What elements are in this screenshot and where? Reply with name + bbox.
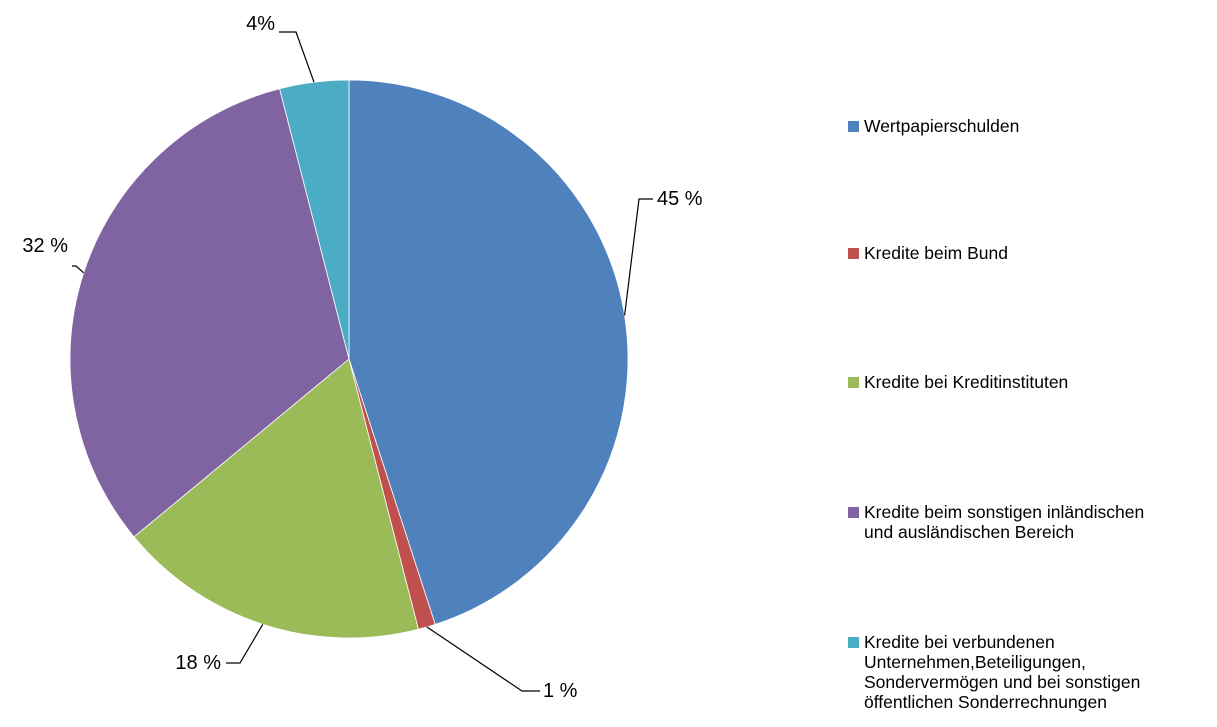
pie-chart: 45 % 1 % 18 % 32 % 4% <box>22 13 702 702</box>
leader-line-kredite-beim-sonstigen-inl-ndischen-und- <box>72 265 85 274</box>
legend-item-kredite-bei-kreditinstituten: Kredite bei Kreditinstituten <box>848 372 1217 392</box>
legend-label-kredite-beim-bund: Kredite beim Bund <box>864 243 1008 263</box>
legend: Wertpapierschulden Kredite beim Bund Kre… <box>848 0 1217 727</box>
data-label-wertpapierschulden: 45 % <box>657 188 703 210</box>
legend-swatch-kredite-bei-kreditinstituten <box>848 377 859 388</box>
legend-swatch-kredite-sonstiger-bereich <box>848 507 859 518</box>
legend-item-wertpapierschulden: Wertpapierschulden <box>848 116 1217 136</box>
pie-slice-kredite-bei-verbundenen-unternehmen-bete <box>279 79 350 360</box>
data-label-kredite-bei-verbundenen-unternehmen-bete: 4% <box>246 13 275 35</box>
data-label-kredite-beim-bund: 1 % <box>543 680 578 702</box>
legend-swatch-wertpapierschulden <box>848 121 859 132</box>
legend-swatch-kredite-beim-bund <box>848 248 859 259</box>
legend-item-kredite-beim-bund: Kredite beim Bund <box>848 243 1217 263</box>
legend-item-kredite-sonstiger-bereich: Kredite beim sonstigen inländischen und … <box>848 502 1217 542</box>
pie-slice-kredite-bei-kreditinstituten <box>133 358 419 639</box>
leader-line-kredite-bei-verbundenen-unternehmen-bete <box>279 31 315 83</box>
data-label-kredite-beim-sonstigen-inl-ndischen-und-: 32 % <box>22 235 68 257</box>
pie-slice-kredite-beim-sonstigen-inl-ndischen-und- <box>69 88 350 538</box>
leader-line-wertpapierschulden <box>624 198 653 316</box>
leader-lines <box>72 31 653 692</box>
legend-label-wertpapierschulden: Wertpapierschulden <box>864 116 1020 136</box>
legend-label-kredite-sonstiger-bereich: Kredite beim sonstigen inländischen und … <box>864 502 1145 542</box>
leader-line-kredite-beim-bund <box>426 626 540 692</box>
leader-line-kredite-bei-kreditinstituten <box>226 623 264 664</box>
data-label-kredite-bei-kreditinstituten: 18 % <box>175 652 221 674</box>
pie-slices <box>69 79 629 639</box>
legend-item-kredite-verbundene-unternehmen: Kredite bei verbundenen Unternehmen,Bete… <box>848 632 1217 712</box>
legend-label-kredite-bei-kreditinstituten: Kredite bei Kreditinstituten <box>864 372 1069 392</box>
legend-swatch-kredite-verbundene-unternehmen <box>848 637 859 648</box>
legend-label-kredite-verbundene-unternehmen: Kredite bei verbundenen Unternehmen,Bete… <box>864 632 1141 712</box>
data-labels: 45 % 1 % 18 % 32 % 4% <box>22 13 702 702</box>
